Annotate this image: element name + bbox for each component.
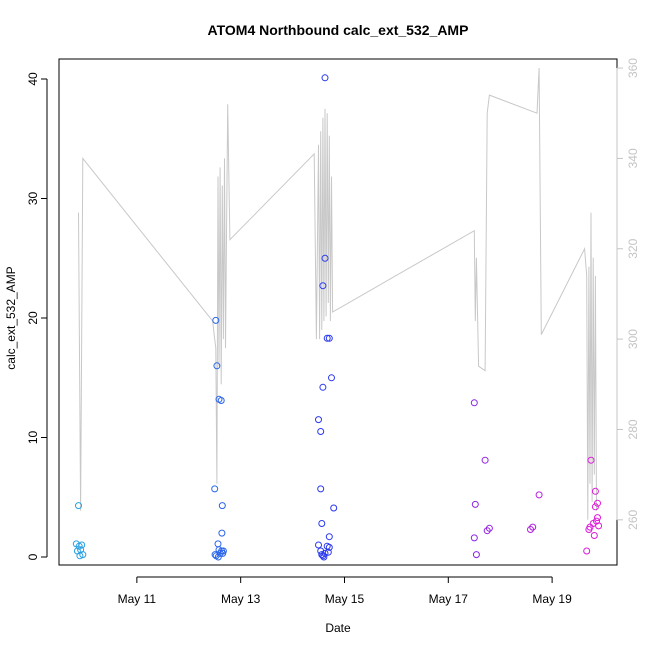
y2-tick-label: 340	[626, 148, 640, 168]
y-axis-label: calc_ext_532_AMP	[4, 266, 18, 369]
data-point	[325, 543, 333, 551]
chart-title: ATOM4 Northbound calc_ext_532_AMP	[208, 22, 469, 38]
data-point	[219, 547, 227, 555]
y2-tick-label: 360	[626, 58, 640, 78]
x-tick-label: May 19	[532, 592, 572, 606]
data-point	[319, 383, 327, 391]
data-point	[471, 500, 479, 508]
data-point	[595, 522, 603, 530]
data-point	[315, 416, 322, 424]
y-tick-label: 30	[26, 192, 40, 206]
data-point	[481, 456, 489, 464]
x-axis-label: Date	[325, 621, 351, 635]
data-point	[78, 541, 86, 549]
data-point	[583, 547, 591, 555]
secondary-line	[78, 67, 597, 520]
data-point	[217, 397, 225, 404]
data-point	[485, 524, 493, 532]
y-tick-label: 0	[26, 553, 40, 560]
data-point	[321, 254, 329, 262]
data-point	[591, 503, 599, 511]
data-point	[529, 523, 537, 531]
data-point	[218, 502, 226, 510]
x-tick-label: May 17	[429, 592, 469, 606]
points-layer	[72, 74, 603, 561]
data-point	[594, 514, 601, 522]
x-tick-label: May 13	[221, 592, 261, 606]
data-point	[321, 74, 329, 82]
data-point	[315, 541, 322, 549]
data-point	[325, 533, 333, 541]
data-point	[318, 520, 326, 527]
data-point	[472, 551, 480, 559]
data-point	[212, 316, 220, 324]
y-axis: 0 10 20 30 40	[26, 72, 48, 560]
data-point	[594, 499, 601, 507]
data-point	[319, 282, 327, 290]
data-point	[330, 504, 338, 512]
data-point	[325, 334, 333, 342]
y2-tick-label: 320	[626, 238, 640, 258]
data-point	[317, 428, 325, 435]
y-tick-label: 20	[26, 311, 40, 325]
data-point	[328, 374, 335, 382]
plot-area-frame	[58, 58, 618, 566]
data-point	[535, 491, 543, 499]
data-point	[317, 485, 325, 493]
data-point	[79, 551, 87, 559]
secondary-line-layer	[78, 67, 597, 520]
data-point	[218, 529, 226, 537]
data-point	[320, 553, 328, 561]
y2-tick-label: 260	[626, 509, 640, 529]
y2-tick-label: 280	[626, 419, 640, 439]
data-point	[214, 540, 222, 548]
data-point	[470, 534, 478, 542]
data-point	[321, 549, 329, 557]
data-point	[75, 502, 82, 510]
data-point	[483, 527, 491, 535]
y-tick-label: 40	[26, 72, 40, 86]
y2-axis: 260 280 300 320 340 360	[616, 58, 640, 530]
data-point	[211, 485, 219, 493]
data-point	[527, 526, 534, 533]
x-tick-label: May 15	[325, 592, 365, 606]
data-point	[590, 532, 598, 539]
data-point	[587, 456, 595, 464]
data-point	[324, 548, 332, 556]
data-point	[213, 362, 221, 370]
y2-tick-label: 300	[626, 329, 640, 349]
data-point	[470, 399, 478, 407]
x-axis: May 11 May 13 May 15 May 17 May 19	[118, 576, 572, 606]
data-point	[591, 487, 599, 495]
y-tick-label: 10	[26, 431, 40, 445]
data-point	[323, 334, 331, 342]
x-tick-label: May 11	[118, 592, 157, 606]
data-point	[214, 553, 222, 561]
